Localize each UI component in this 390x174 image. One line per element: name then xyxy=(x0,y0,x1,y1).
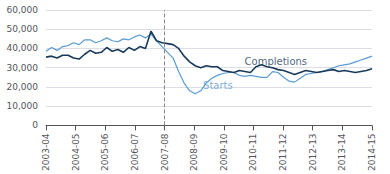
svg-text:60,000: 60,000 xyxy=(7,5,39,15)
svg-text:Completions: Completions xyxy=(245,56,308,67)
svg-text:2004-05: 2004-05 xyxy=(71,133,81,171)
svg-text:2014-15: 2014-15 xyxy=(367,133,377,171)
svg-text:10,000: 10,000 xyxy=(7,101,39,111)
svg-text:2003-04: 2003-04 xyxy=(41,133,51,171)
svg-text:2006-07: 2006-07 xyxy=(130,133,140,171)
svg-text:50,000: 50,000 xyxy=(7,24,39,34)
svg-text:0: 0 xyxy=(32,120,38,130)
svg-text:20,000: 20,000 xyxy=(7,82,39,92)
svg-text:Starts: Starts xyxy=(203,80,233,91)
svg-text:2005-06: 2005-06 xyxy=(100,133,110,171)
svg-text:2013-14: 2013-14 xyxy=(337,133,347,171)
svg-text:2011-12: 2011-12 xyxy=(278,133,288,171)
svg-text:2007-08: 2007-08 xyxy=(160,133,170,171)
svg-text:2010-11: 2010-11 xyxy=(248,133,258,171)
svg-text:2012-13: 2012-13 xyxy=(308,133,318,171)
svg-text:2008-09: 2008-09 xyxy=(189,133,199,171)
svg-text:40,000: 40,000 xyxy=(7,43,39,53)
svg-text:2009-10: 2009-10 xyxy=(219,133,229,171)
svg-text:30,000: 30,000 xyxy=(7,63,39,73)
